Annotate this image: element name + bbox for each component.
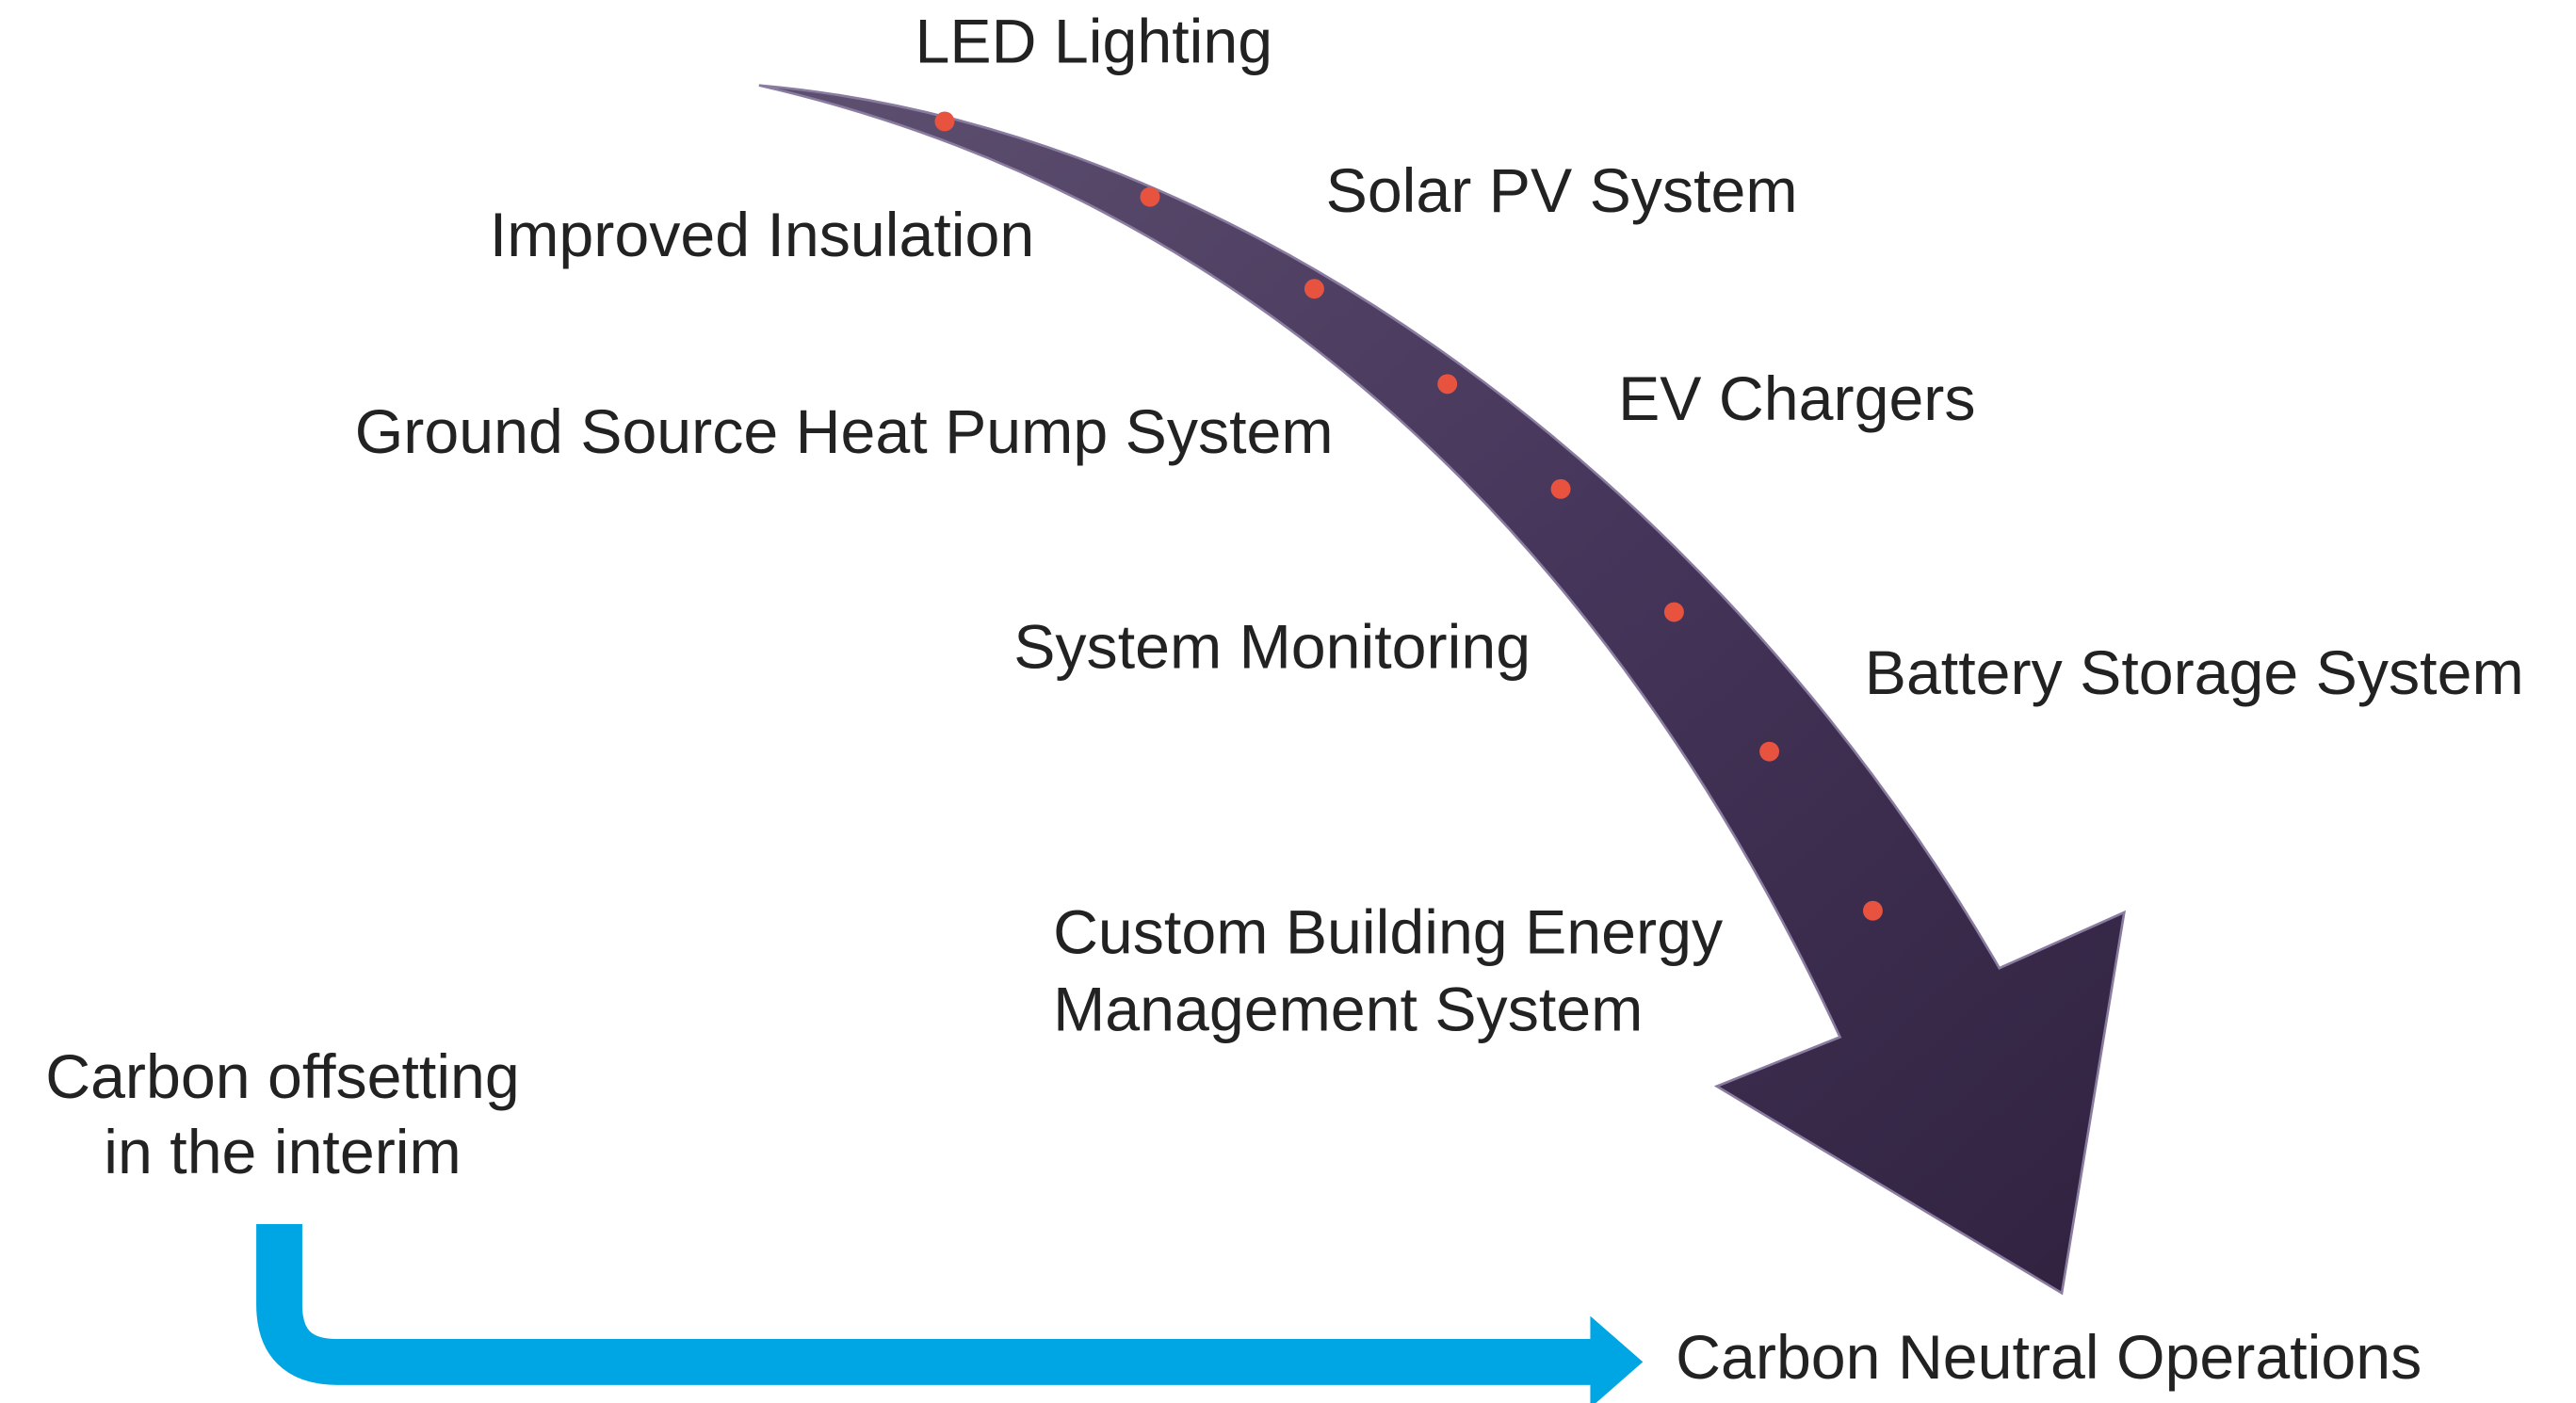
dot bbox=[1437, 374, 1458, 395]
step-label: System Monitoring bbox=[1013, 612, 1531, 682]
step-label: LED Lighting bbox=[915, 7, 1273, 76]
dot bbox=[1862, 900, 1883, 921]
curved-arrow bbox=[758, 84, 2127, 1296]
dot bbox=[1304, 279, 1324, 299]
step-label: Solar PV System bbox=[1326, 156, 1798, 226]
dot bbox=[934, 111, 955, 132]
goal-label: Carbon Neutral Operations bbox=[1676, 1323, 2422, 1393]
dot bbox=[1759, 741, 1780, 762]
step-label: Battery Storage System bbox=[1865, 638, 2524, 708]
dot bbox=[1140, 186, 1160, 207]
offset-label: in the interim bbox=[104, 1118, 461, 1187]
offset-arrow-line bbox=[256, 1224, 1602, 1385]
offset-label: Carbon offsetting bbox=[45, 1042, 520, 1112]
step-dots bbox=[934, 111, 1883, 921]
step-label: Management System bbox=[1053, 976, 1643, 1045]
dot bbox=[1550, 478, 1571, 499]
step-label: EV Chargers bbox=[1618, 364, 1975, 434]
step-label: Improved Insulation bbox=[490, 201, 1034, 270]
step-label: Ground Source Heat Pump System bbox=[355, 397, 1334, 467]
step-label: Custom Building Energy bbox=[1053, 898, 1723, 968]
offset-arrow-head bbox=[1590, 1315, 1644, 1403]
dot bbox=[1663, 602, 1684, 622]
